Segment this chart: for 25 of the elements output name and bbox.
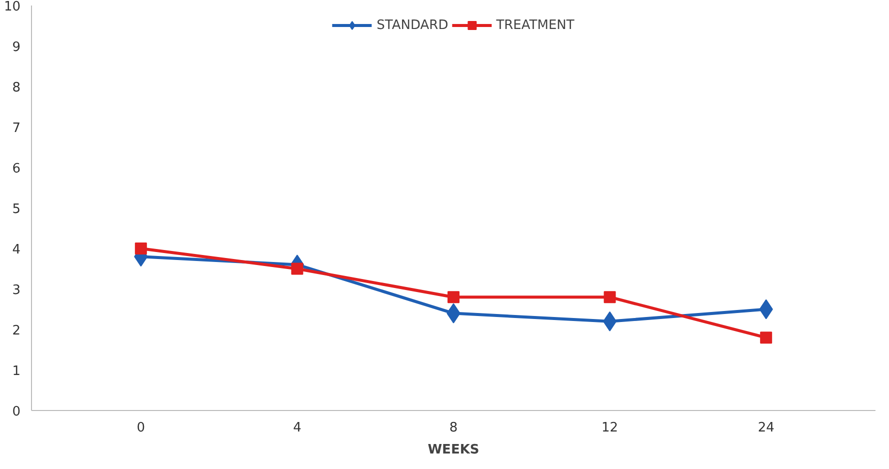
y-tick-label: 7 (12, 121, 21, 136)
y-tick-label: 2 (12, 324, 21, 338)
x-tick-label: 4 (293, 420, 302, 436)
legend-label: STANDARD (376, 18, 448, 32)
x-tick-label: 12 (602, 420, 618, 436)
point (604, 291, 616, 304)
x-tick-label: 0 (136, 420, 146, 436)
point (134, 242, 147, 254)
y-tick-label: 5 (12, 202, 21, 217)
x-tick-label: 24 (758, 420, 774, 436)
y-tick-label: 3 (12, 283, 21, 298)
point (760, 332, 772, 344)
point (291, 262, 304, 275)
y-tick-label: 8 (12, 80, 21, 96)
point (448, 291, 460, 304)
x-tick-label: 8 (449, 420, 458, 436)
legend-label: TREATMENT (496, 18, 574, 32)
x-axis-title: WEEKS (428, 442, 480, 458)
y-tick-label: 1 (12, 364, 21, 379)
y-tick-label: 0 (12, 404, 21, 420)
y-tick-label: 4 (12, 242, 21, 258)
y-tick-label: 6 (12, 162, 21, 176)
point (602, 311, 617, 332)
y-tick-label: 9 (12, 40, 21, 55)
y-tick-label: 10 (4, 0, 21, 14)
